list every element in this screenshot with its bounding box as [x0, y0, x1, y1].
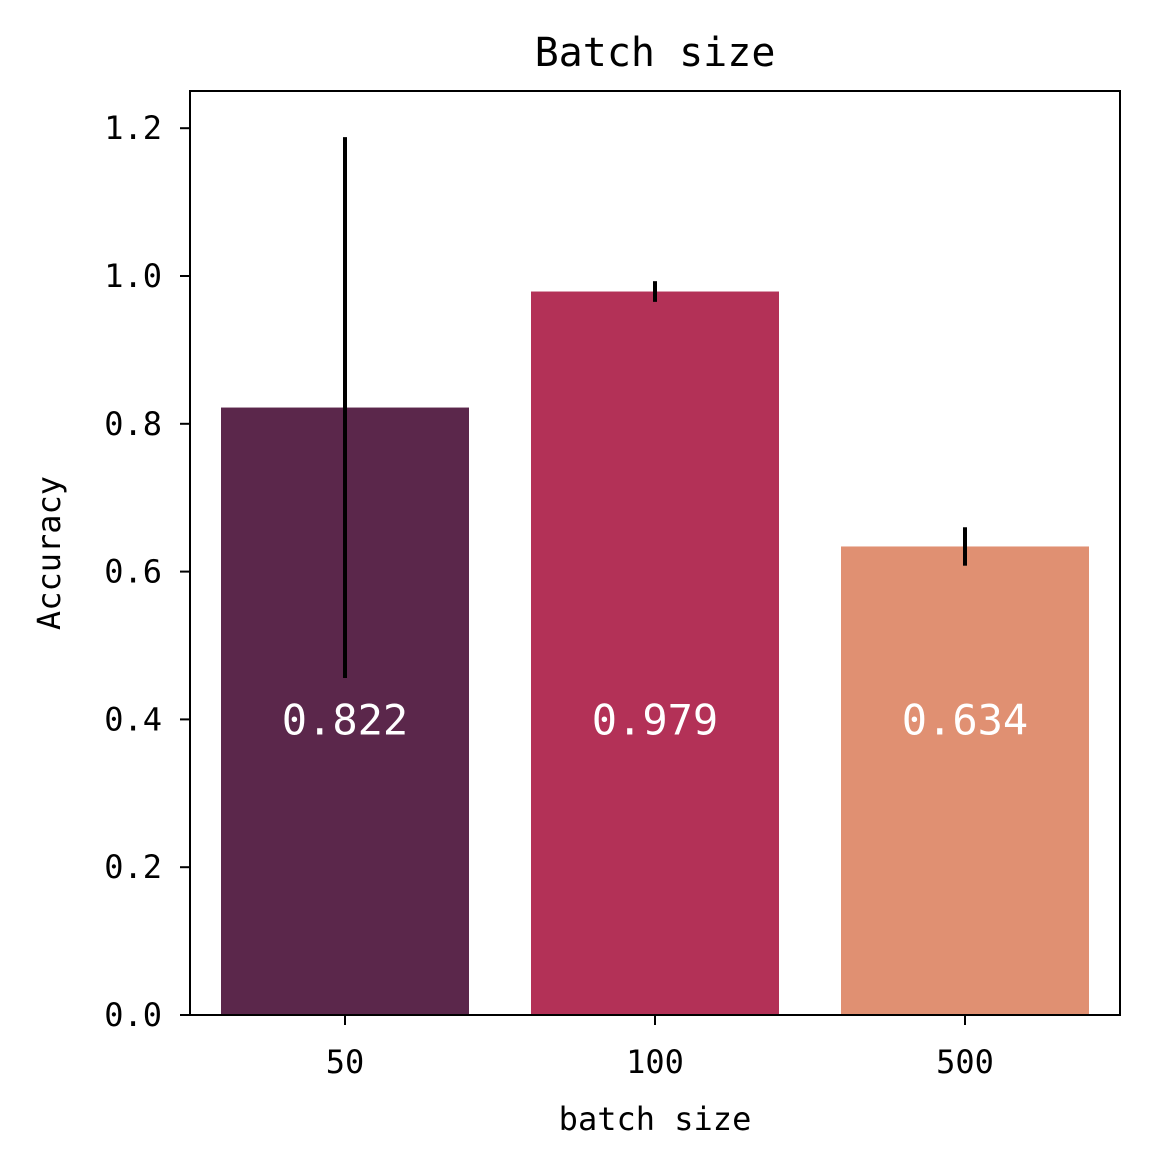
y-tick-label: 0.6 — [104, 553, 162, 591]
x-tick-label-50: 50 — [326, 1043, 365, 1081]
y-tick-label: 1.0 — [104, 257, 162, 295]
y-tick-label: 0.0 — [104, 996, 162, 1034]
chart-title: Batch size — [535, 30, 776, 76]
y-tick-label: 0.4 — [104, 700, 162, 738]
y-axis: 0.0 0.2 0.4 0.6 0.8 1.0 1.2 — [104, 109, 190, 1034]
x-tick-label-100: 100 — [626, 1043, 684, 1081]
x-axis: 50 100 500 — [326, 1015, 994, 1081]
y-tick-label: 0.8 — [104, 405, 162, 443]
bar-100 — [531, 291, 779, 1015]
x-tick-label-500: 500 — [936, 1043, 994, 1081]
value-label-100: 0.979 — [592, 695, 718, 744]
y-tick-label: 1.2 — [104, 109, 162, 147]
y-tick-label: 0.2 — [104, 848, 162, 886]
plot-area: 0.822 0.979 0.634 — [221, 137, 1089, 1015]
value-label-500: 0.634 — [902, 695, 1028, 744]
y-axis-label: Accuracy — [30, 476, 68, 630]
value-label-50: 0.822 — [282, 695, 408, 744]
bar-500 — [841, 546, 1089, 1015]
x-axis-label: batch size — [559, 1100, 752, 1138]
